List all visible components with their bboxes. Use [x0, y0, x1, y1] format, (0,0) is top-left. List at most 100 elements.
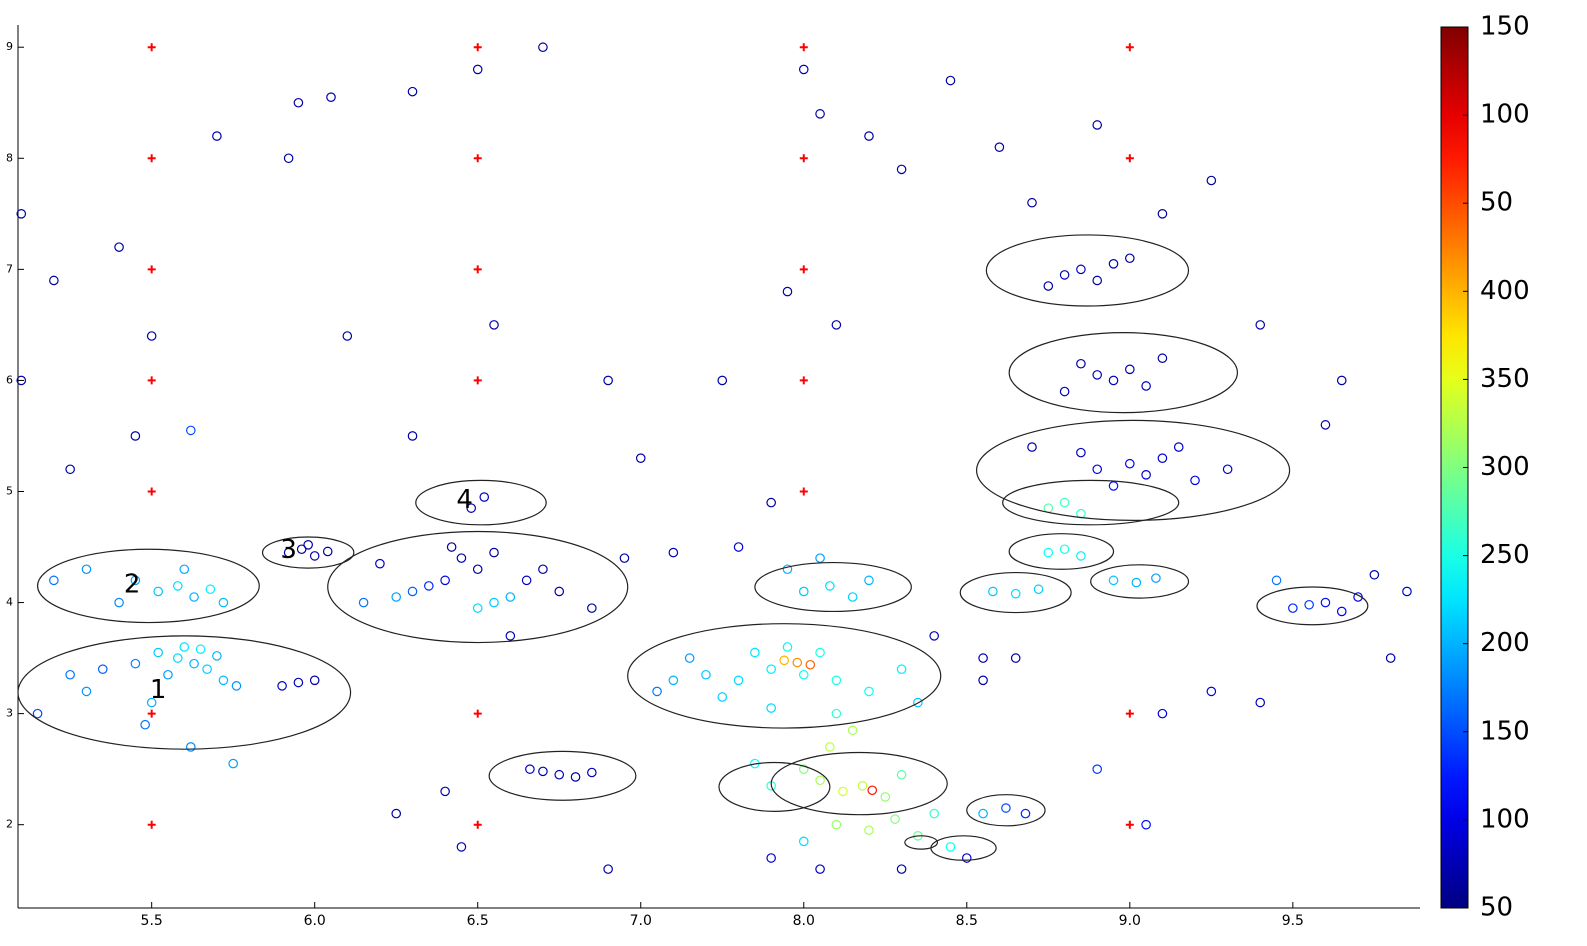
point — [587, 767, 597, 778]
colorbar-tick-label: 400 — [1480, 276, 1530, 306]
point — [228, 758, 238, 769]
point — [189, 592, 199, 602]
point — [1010, 588, 1021, 599]
point — [538, 766, 548, 777]
point — [798, 669, 809, 680]
y-tick-label: 5 — [6, 484, 13, 497]
point — [1157, 209, 1168, 219]
point — [456, 842, 467, 852]
point — [189, 658, 199, 669]
point — [988, 586, 998, 597]
cross-marker — [1125, 709, 1134, 718]
cluster-ellipse — [975, 419, 1291, 521]
point — [1027, 442, 1037, 452]
point — [684, 653, 695, 663]
point — [798, 586, 809, 597]
point — [1092, 275, 1103, 286]
point — [1125, 458, 1135, 469]
point — [847, 592, 858, 602]
point — [326, 92, 336, 102]
cluster-ellipse — [261, 536, 355, 569]
point — [1336, 375, 1347, 386]
point — [815, 775, 825, 786]
point — [1385, 653, 1396, 663]
point — [805, 659, 816, 670]
y-tick-label: 2 — [6, 818, 13, 831]
cluster-ellipse — [770, 751, 948, 816]
point — [489, 597, 499, 608]
point — [146, 331, 157, 341]
point — [913, 697, 923, 708]
point — [277, 681, 287, 691]
point — [779, 655, 790, 666]
point — [205, 584, 216, 595]
x-tick-label: 5.5 — [141, 913, 163, 929]
point — [1076, 447, 1086, 458]
point — [1059, 497, 1070, 508]
cluster-label: 3 — [280, 535, 297, 565]
point — [1304, 599, 1314, 610]
cluster-ellipse — [904, 835, 939, 850]
point — [668, 547, 679, 558]
colorbar-tick-label: 150 — [1480, 716, 1530, 746]
point — [570, 772, 581, 782]
point — [525, 764, 535, 774]
cross-marker — [1125, 43, 1134, 52]
point — [1271, 575, 1282, 586]
point — [472, 603, 483, 613]
point — [896, 864, 907, 874]
point — [896, 769, 907, 780]
colorbar-tick-label: 250 — [1480, 540, 1530, 570]
point — [1288, 603, 1298, 613]
point — [1092, 764, 1103, 774]
cross-marker — [799, 376, 808, 385]
point — [81, 686, 92, 697]
point — [391, 592, 402, 602]
x-tick-label: 9.0 — [1119, 913, 1141, 929]
point — [798, 764, 809, 774]
point — [391, 808, 402, 819]
cross-marker — [1125, 820, 1134, 829]
y-tick-label: 6 — [6, 373, 13, 386]
point — [521, 575, 532, 586]
point — [766, 703, 776, 713]
point — [733, 675, 744, 686]
point — [635, 453, 646, 463]
point — [1092, 120, 1103, 130]
cross-marker — [799, 487, 808, 496]
cross-marker — [473, 154, 482, 163]
point — [880, 792, 891, 802]
point — [603, 864, 613, 874]
point — [867, 785, 878, 796]
point — [472, 564, 483, 575]
point — [825, 581, 835, 591]
point — [1020, 808, 1031, 819]
cluster-ellipse — [1002, 479, 1180, 526]
point — [172, 581, 183, 591]
point — [1076, 551, 1086, 561]
cluster-ellipse — [415, 479, 547, 526]
cross-marker — [147, 487, 156, 496]
point — [296, 544, 307, 555]
point — [1320, 597, 1331, 608]
x-tick-label: 9.5 — [1282, 913, 1304, 929]
point — [322, 546, 333, 557]
point — [358, 597, 369, 608]
point — [1043, 281, 1054, 291]
point — [831, 708, 842, 719]
point — [179, 564, 190, 575]
point — [466, 503, 477, 513]
point — [864, 686, 874, 697]
point — [945, 842, 956, 852]
point — [114, 597, 124, 608]
cluster-ellipse — [718, 761, 831, 812]
colorbar-tick-label: 50 — [1480, 893, 1513, 923]
point — [1255, 320, 1266, 330]
point — [1125, 364, 1135, 375]
point — [489, 320, 499, 330]
point — [538, 42, 548, 53]
point — [407, 86, 418, 97]
point — [961, 853, 972, 863]
cross-marker — [147, 709, 156, 718]
